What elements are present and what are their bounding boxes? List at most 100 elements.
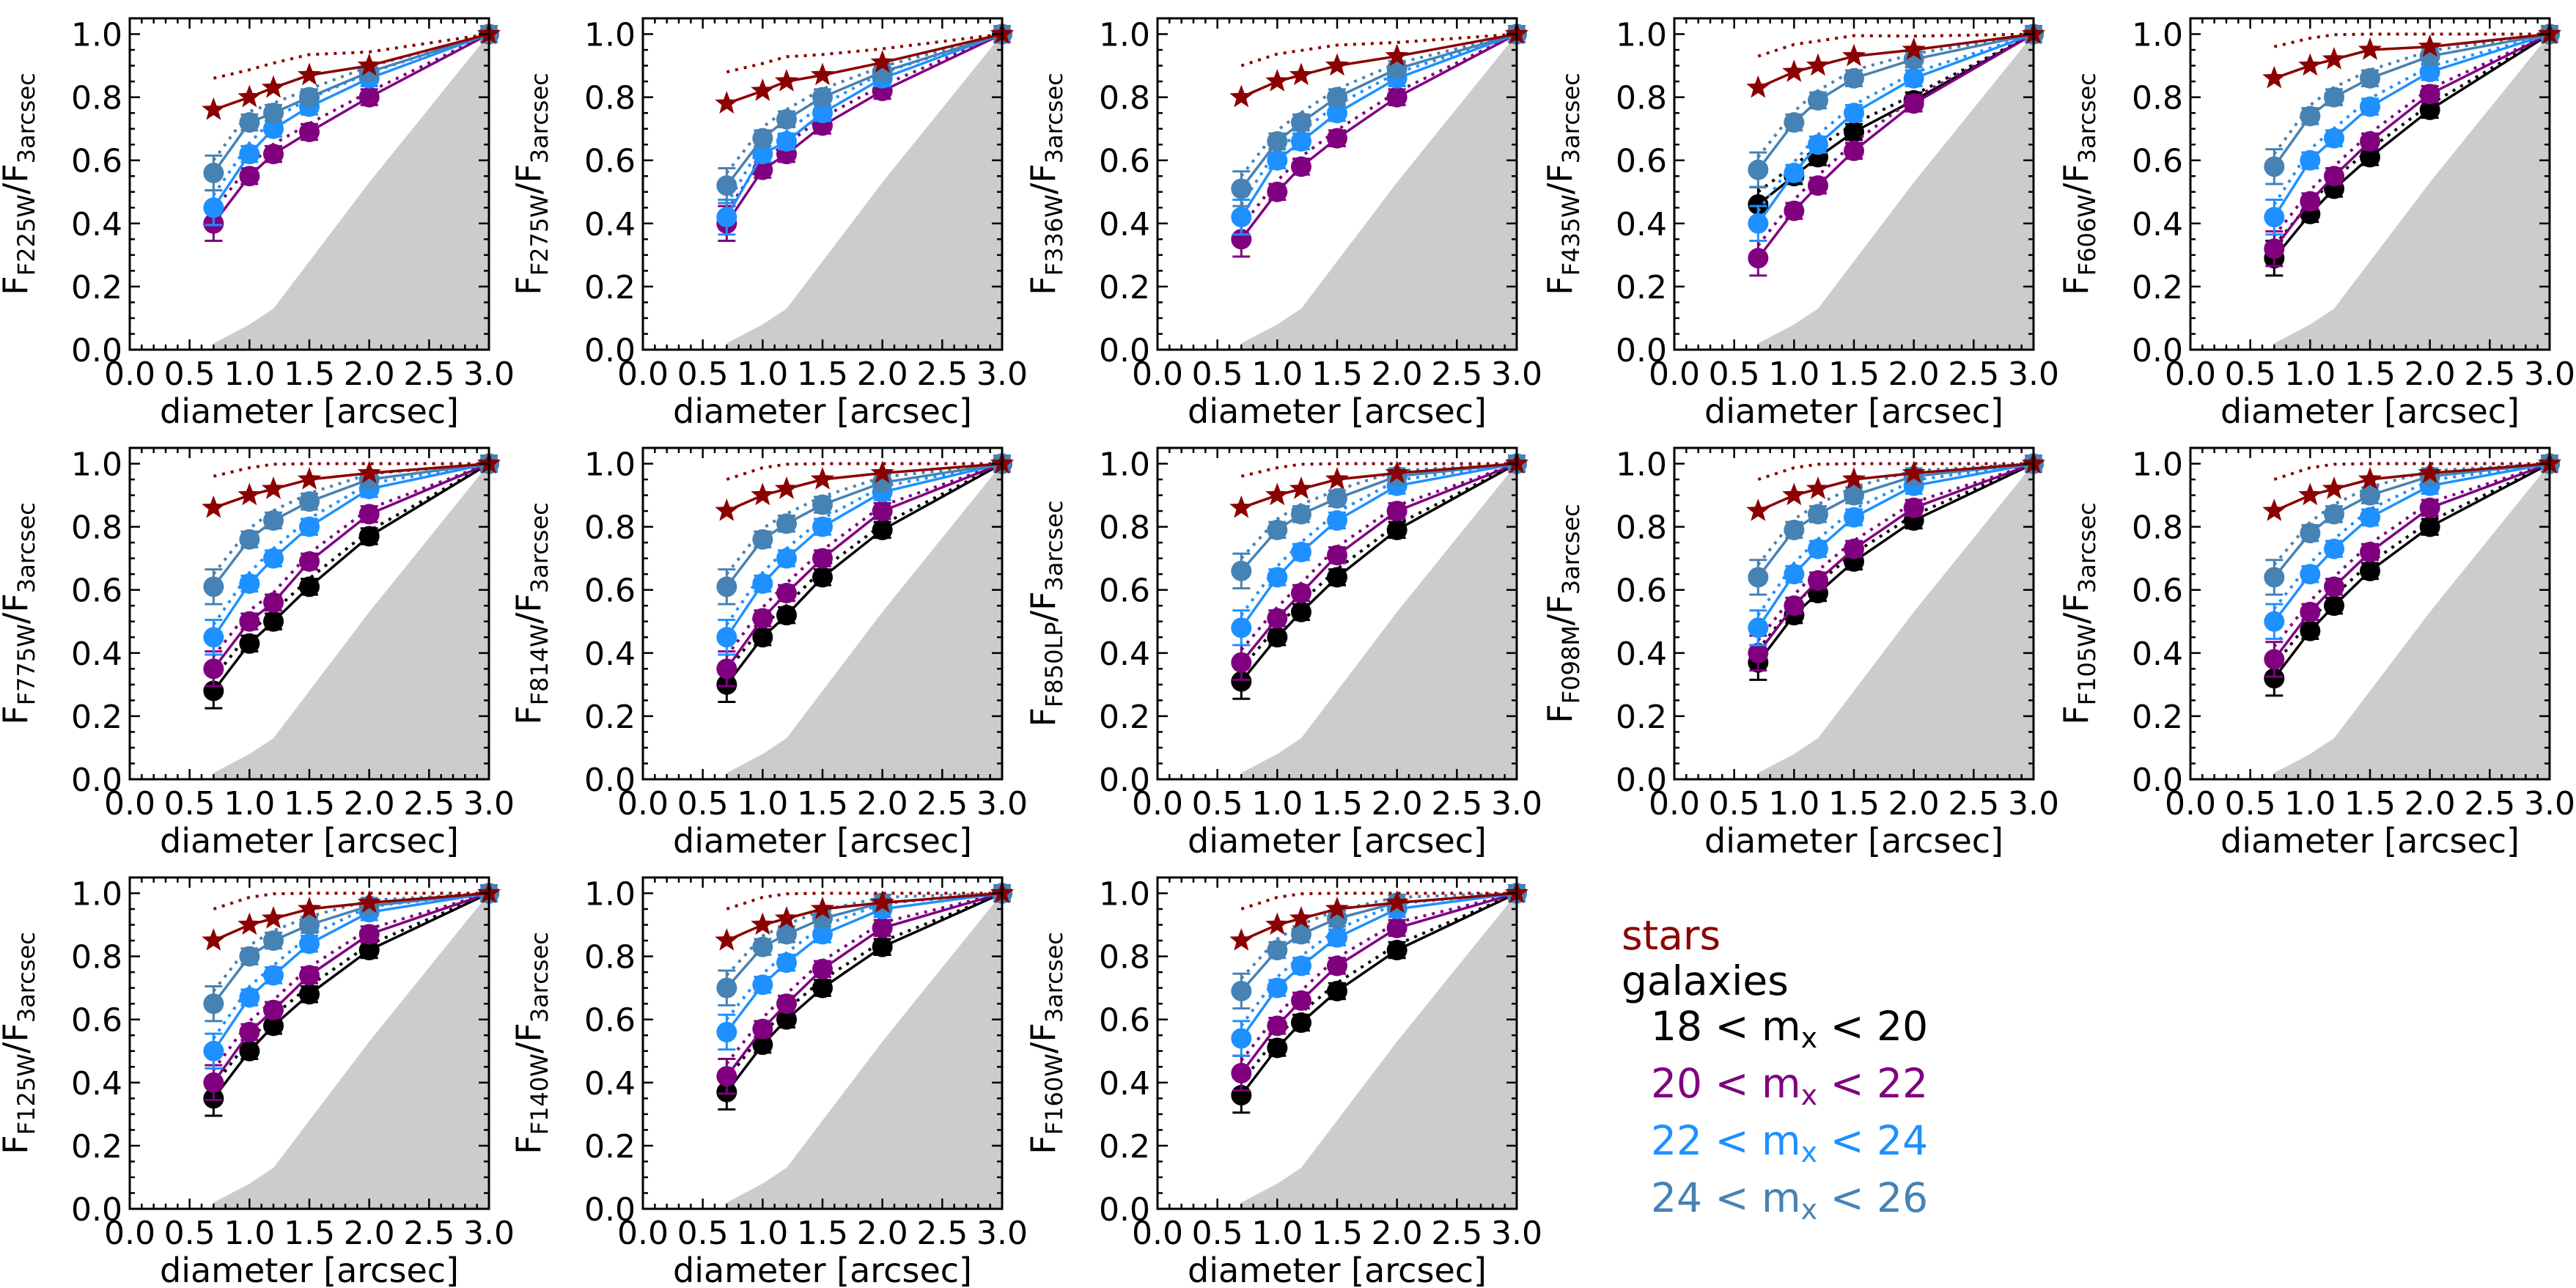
mag-24-26-point	[1291, 112, 1311, 133]
y-label-filter: F606W	[2073, 194, 2101, 276]
stars-point	[1841, 467, 1866, 490]
y-tick-label: 0.2	[2132, 699, 2183, 736]
y-tick-label: 0.6	[71, 143, 122, 180]
mag-24-26-point	[299, 914, 320, 935]
x-tick-label: 2.5	[2464, 356, 2515, 393]
stars-point	[870, 460, 894, 484]
mag-18-20-point	[2300, 620, 2321, 641]
mag-22-24-point	[716, 1021, 737, 1042]
x-tick-label: 1.5	[284, 1215, 335, 1252]
y-tick-label: 0.8	[71, 939, 122, 976]
y-label-denominator: 3arcsec	[526, 502, 553, 593]
mag-24-26-point	[1267, 130, 1288, 152]
mag-18-20-point	[812, 567, 833, 588]
y-tick-label: 1.0	[71, 876, 122, 913]
psf-shaded-region	[2274, 34, 2550, 350]
y-tick-label: 0.0	[1099, 1191, 1150, 1229]
stars-point	[1385, 460, 1409, 484]
y-tick-label: 0.0	[584, 1191, 636, 1229]
x-tick-label: 3.0	[2524, 356, 2575, 393]
stars-point	[870, 50, 894, 73]
x-tick-label: 0.0	[617, 1215, 669, 1252]
y-label-slash: /F	[0, 1023, 35, 1053]
mag-24-26-point	[752, 936, 773, 957]
mag-18-20-point	[1386, 519, 1407, 540]
mag-24-26-point	[1844, 485, 1864, 506]
mag-24-26-point	[2264, 156, 2285, 177]
x-tick-label: 1.0	[737, 356, 788, 393]
mag-24-26-point	[716, 175, 737, 196]
y-label-slash: /F	[2056, 163, 2096, 194]
psf-shaded-region	[726, 893, 1002, 1209]
x-tick-label: 3.0	[2008, 785, 2059, 823]
x-tick-label: 0.0	[1132, 785, 1183, 823]
x-tick-label: 0.0	[617, 356, 669, 393]
mag-18-20-point	[1386, 940, 1407, 961]
y-label-f: F	[509, 1135, 548, 1154]
y-tick-label: 0.4	[584, 1065, 636, 1103]
mag-20-22-point	[1291, 156, 1311, 177]
x-tick-label: 0.0	[104, 785, 155, 823]
stars-point	[1229, 495, 1254, 518]
mag-20-22-point	[812, 548, 833, 569]
y-tick-label: 0.8	[71, 80, 122, 117]
x-tick-label: 0.5	[164, 1215, 216, 1252]
y-label-f: F	[1540, 276, 1580, 295]
x-axis-label: diameter [arcsec]	[673, 821, 972, 861]
legend-bin-24-26: 24 < mx < 26	[1651, 1174, 1929, 1226]
panel-f225w: 0.0 0.5 1.0 1.5 2.0 2.5 3.00.00.20.40.60.81.0d…	[0, 17, 515, 431]
x-tick-label: 0.5	[164, 356, 216, 393]
mag-18-20-dotted-line	[725, 891, 1003, 1081]
y-tick-label: 0.6	[1616, 573, 1667, 610]
x-tick-label: 1.5	[797, 356, 848, 393]
x-tick-label: 1.5	[1828, 785, 1880, 823]
mag-22-24-point	[2324, 128, 2344, 149]
y-label-denominator: 3arcsec	[1040, 500, 1068, 591]
mag-24-26-point	[752, 128, 773, 149]
mag-18-20-point	[1844, 121, 1864, 142]
mag-18-20-point	[239, 633, 260, 654]
y-tick-label: 0.4	[2132, 206, 2183, 243]
y-tick-label: 0.8	[2132, 509, 2183, 547]
y-axis-label: FF140W/F3arcsec	[509, 932, 553, 1155]
x-axis-label: diameter [arcsec]	[673, 1251, 972, 1288]
x-tick-label: 2.5	[403, 785, 455, 823]
y-tick-label: 0.4	[2132, 636, 2183, 673]
mag-22-24-point	[263, 965, 284, 986]
x-tick-label: 1.5	[1828, 356, 1880, 393]
mag-22-24-point	[1327, 927, 1347, 948]
mag-20-22-point	[239, 1021, 260, 1042]
y-tick-label: 0.6	[2132, 573, 2183, 610]
y-tick-label: 0.2	[1616, 269, 1667, 306]
stars-point	[774, 906, 799, 929]
mag-20-22-point	[1327, 955, 1347, 976]
mag-18-20-point	[2264, 668, 2285, 689]
mag-20-22-point	[358, 504, 380, 525]
stars-line	[1240, 462, 1517, 509]
mag-24-26-point	[239, 946, 260, 967]
stars-point	[1229, 928, 1254, 951]
stars-dotted-line	[1757, 462, 2034, 481]
mag-22-24-dotted-line	[2273, 462, 2550, 610]
x-axis-label: diameter [arcsec]	[1704, 821, 2003, 861]
mag-18-20-point	[263, 611, 284, 632]
x-tick-label: 2.0	[857, 785, 908, 823]
y-tick-label: 0.6	[584, 143, 636, 180]
mag-20-22-point	[776, 993, 797, 1015]
y-label-slash: /F	[509, 163, 548, 194]
mag-24-26-point	[239, 112, 260, 133]
mag-20-22-point	[2360, 542, 2380, 563]
stars-point	[238, 84, 262, 108]
y-tick-label: 1.0	[71, 17, 122, 54]
mag-22-24-point	[776, 130, 797, 152]
y-tick-label: 0.4	[71, 206, 122, 243]
x-tick-label: 2.0	[344, 1215, 395, 1252]
x-tick-label: 0.0	[1132, 1215, 1183, 1252]
mag-24-26-point	[1267, 519, 1288, 540]
y-tick-label: 1.0	[2132, 17, 2183, 54]
legend-bin-18-20: 18 < mx < 20	[1651, 1003, 1929, 1054]
x-tick-label: 2.5	[1431, 785, 1482, 823]
legend: stars galaxies 18 < mx < 20 20 < mx < 22…	[1622, 913, 1928, 1232]
stars-point	[2262, 65, 2286, 89]
